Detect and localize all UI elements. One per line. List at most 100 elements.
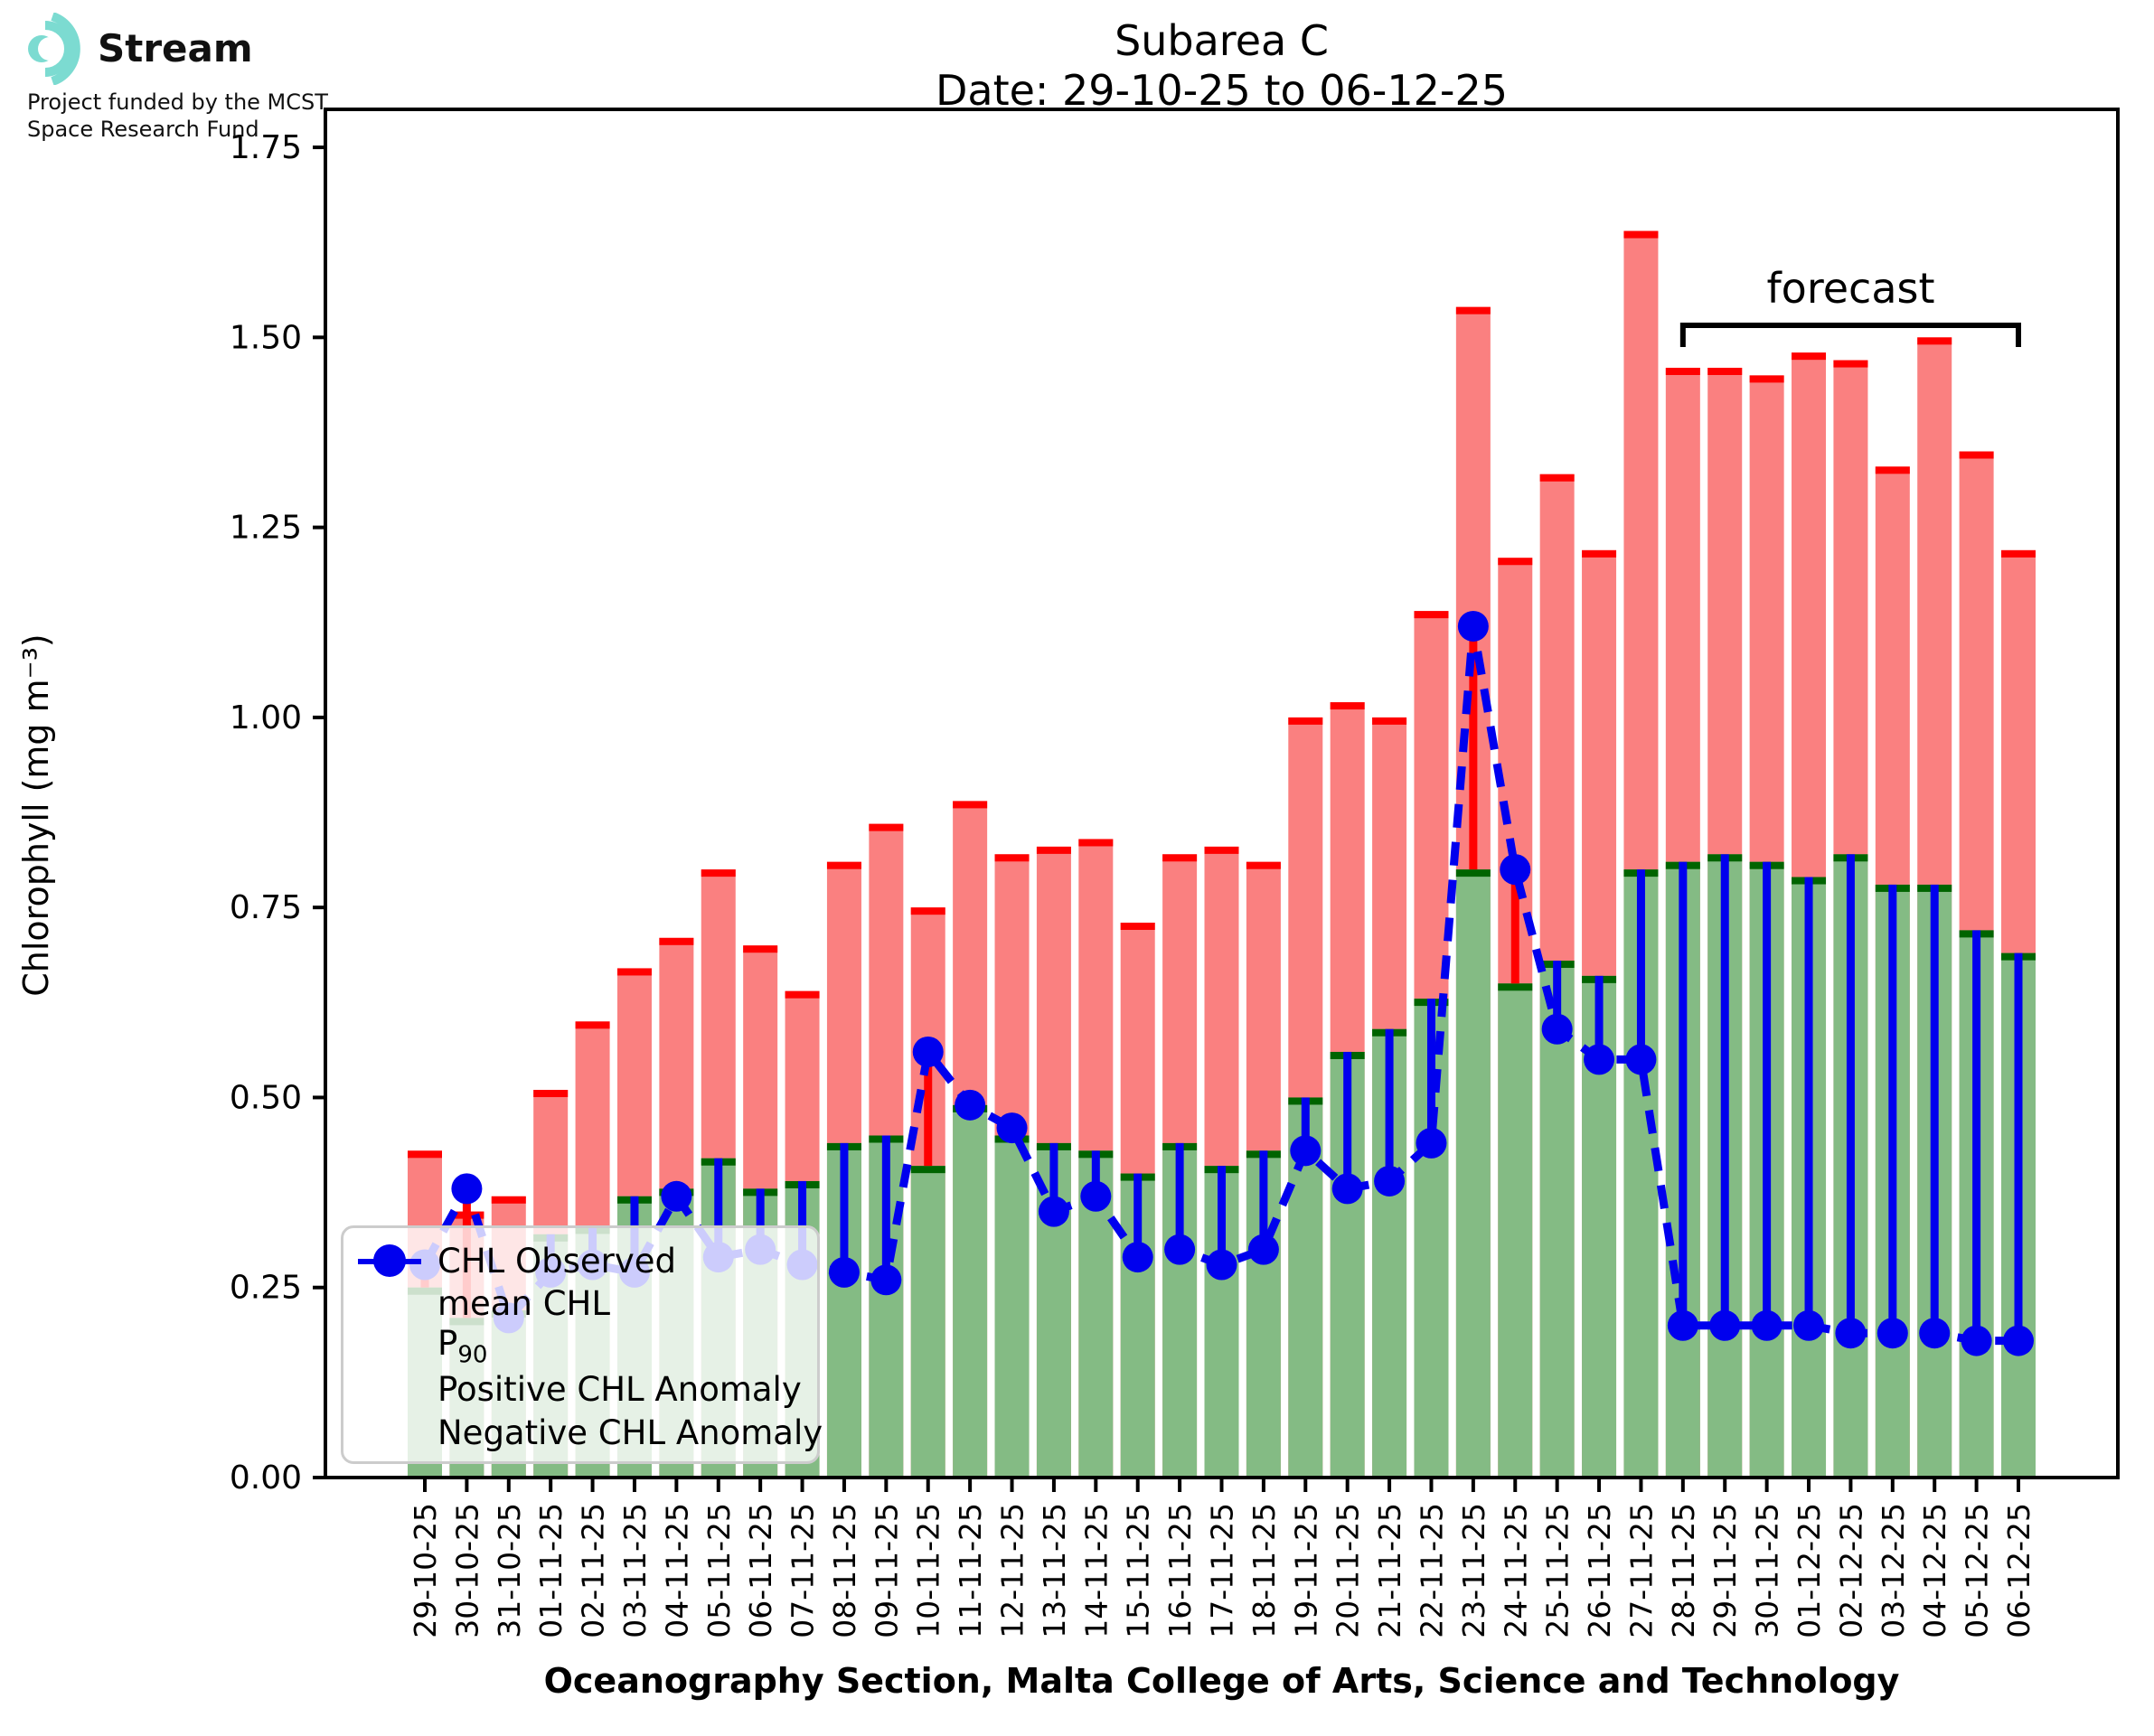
p90-swatch-icon xyxy=(358,1335,421,1358)
x-tick-label: 01-11-25 xyxy=(533,1503,569,1638)
negative-anomaly-bar xyxy=(1301,1097,1310,1151)
p90-bar-edge xyxy=(994,854,1030,862)
forecast-bracket xyxy=(1679,323,2021,347)
x-tick-label: 20-11-25 xyxy=(1331,1503,1366,1638)
legend-p90-label: P90 xyxy=(437,1324,488,1369)
x-tick-label: 05-12-25 xyxy=(1960,1503,1995,1638)
negative-anomaly-bar xyxy=(840,1142,849,1272)
negative-anomaly-bar xyxy=(1218,1166,1226,1265)
p90-bar-edge xyxy=(1582,549,1617,558)
x-axis-label: Oceanography Section, Malta College of A… xyxy=(543,1661,1900,1701)
mean-chl-bar xyxy=(910,1166,945,1478)
legend-item-observed: CHL Observed xyxy=(358,1241,799,1281)
mean-chl-bar xyxy=(1498,983,1533,1478)
p90-bar-edge xyxy=(869,823,904,831)
observed-dot xyxy=(1667,1309,1698,1341)
negative-anomaly-bar xyxy=(1888,884,1897,1334)
mean-chl-bar-edge xyxy=(910,1166,945,1174)
x-tick-label: 03-11-25 xyxy=(617,1503,653,1638)
negative-anomaly-bar xyxy=(1049,1142,1058,1212)
observed-dot xyxy=(828,1256,860,1288)
x-tick-label: 30-10-25 xyxy=(449,1503,484,1638)
p90-bar-edge xyxy=(910,907,945,915)
x-tick-label: 17-11-25 xyxy=(1205,1503,1240,1638)
observed-dot xyxy=(2003,1325,2034,1356)
x-tick-label: 30-11-25 xyxy=(1750,1503,1785,1638)
p90-bar-edge xyxy=(2001,549,2036,558)
observed-dot xyxy=(1709,1309,1741,1341)
observed-dot xyxy=(1374,1165,1406,1196)
observed-dot xyxy=(1416,1127,1447,1159)
x-tick-label: 12-11-25 xyxy=(995,1503,1030,1638)
observed-dot xyxy=(1835,1318,1867,1349)
negative-anomaly-bar xyxy=(1594,975,1604,1060)
logo-brand-text: Stream xyxy=(98,26,253,70)
x-tick-label: 21-11-25 xyxy=(1372,1503,1407,1638)
negative-anomaly-bar xyxy=(1175,1142,1184,1250)
p90-bar-edge xyxy=(1120,922,1155,930)
negative-anomaly-bar xyxy=(1636,869,1645,1060)
observed-dot xyxy=(1080,1180,1112,1212)
p90-bar-edge xyxy=(1665,367,1700,375)
x-tick-label: 31-10-25 xyxy=(492,1503,527,1638)
observed-dot xyxy=(1457,610,1489,642)
mean-chl-bar xyxy=(1455,869,1491,1478)
x-tick-label: 05-11-25 xyxy=(701,1503,737,1638)
y-tick-label: 0.00 xyxy=(230,1459,302,1497)
chart-title-line2: Date: 29-10-25 to 06-12-25 xyxy=(935,66,1509,116)
x-tick-label: 25-11-25 xyxy=(1540,1503,1576,1638)
y-tick-label: 1.50 xyxy=(230,319,302,356)
mean-swatch-icon xyxy=(358,1292,421,1316)
logo-subtitle-line2: Space Research Fund xyxy=(27,117,259,142)
observed-dot xyxy=(1751,1309,1782,1341)
x-tick-label: 04-11-25 xyxy=(659,1503,694,1638)
y-tick-label: 0.75 xyxy=(230,889,302,926)
positive-anomaly-swatch-icon xyxy=(358,1378,421,1402)
x-tick-label: 07-11-25 xyxy=(785,1503,821,1638)
legend-mean-label: mean CHL xyxy=(437,1284,610,1323)
p90-bar-edge xyxy=(1455,306,1491,314)
p90-bar-edge xyxy=(1204,846,1239,854)
p90-bar-edge xyxy=(1749,375,1784,383)
p90-bar-edge xyxy=(1917,337,1952,345)
negative-anomaly-bar xyxy=(714,1158,723,1258)
mean-chl-bar-edge xyxy=(1498,983,1533,991)
observed-dot xyxy=(996,1112,1028,1144)
x-tick-label: 11-11-25 xyxy=(953,1503,988,1638)
observed-dot xyxy=(1541,1013,1573,1045)
x-tick-label: 06-12-25 xyxy=(2001,1503,2036,1638)
mean-chl-bar-edge xyxy=(1455,869,1491,877)
p90-bar-edge xyxy=(953,801,988,809)
x-tick-label: 08-11-25 xyxy=(827,1503,862,1638)
observed-dot xyxy=(1247,1234,1279,1265)
x-tick-label: 09-11-25 xyxy=(869,1503,904,1638)
observed-dot xyxy=(1290,1135,1322,1167)
p90-bar-edge xyxy=(1833,360,1868,368)
x-tick-label: 13-11-25 xyxy=(1037,1503,1072,1638)
logo-subtitle-line1: Project funded by the MCST xyxy=(27,89,328,115)
y-axis-label: Chlorophyll (mg m⁻³) xyxy=(16,633,56,997)
x-tick-label: 22-11-25 xyxy=(1414,1503,1449,1638)
p90-bar-edge xyxy=(743,945,778,953)
observed-dot xyxy=(1038,1196,1069,1227)
p90-bar-edge xyxy=(1036,846,1071,854)
x-tick-label: 16-11-25 xyxy=(1162,1503,1198,1638)
p90-bar-edge xyxy=(575,1021,610,1029)
mean-chl-bar xyxy=(1539,961,1575,1478)
p90-bar-edge xyxy=(533,1090,569,1098)
x-tick-label: 06-11-25 xyxy=(743,1503,778,1638)
mean-chl-bar xyxy=(953,1104,988,1478)
x-tick-label: 28-11-25 xyxy=(1666,1503,1701,1638)
p90-bar-edge xyxy=(1414,611,1449,619)
chart-title-line1: Subarea C xyxy=(1115,16,1329,65)
x-tick-label: 18-11-25 xyxy=(1246,1503,1282,1638)
forecast-annotation: forecast xyxy=(1766,264,1935,313)
x-tick-label: 29-11-25 xyxy=(1707,1503,1743,1638)
p90-bar-edge xyxy=(1875,466,1910,474)
x-tick-label: 26-11-25 xyxy=(1582,1503,1617,1638)
negative-anomaly-bar xyxy=(1133,1173,1143,1258)
chart-title: Subarea C Date: 29-10-25 to 06-12-25 xyxy=(325,16,2118,116)
p90-bar-edge xyxy=(1707,367,1743,375)
observed-dot xyxy=(912,1036,944,1067)
